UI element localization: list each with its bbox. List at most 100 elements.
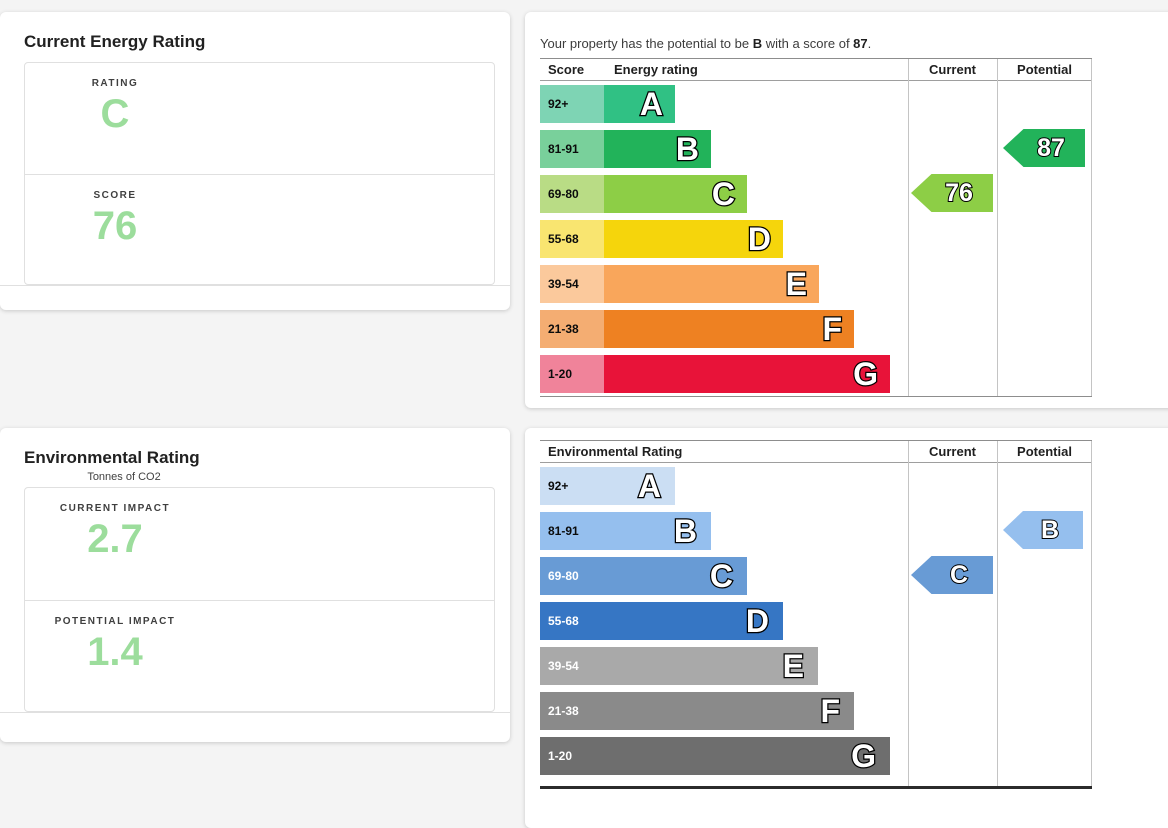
energy-band-letter: G — [852, 355, 879, 392]
env-band-range: 81-91 — [548, 523, 579, 538]
energy-band-bar: A — [604, 84, 675, 123]
energy-band-bar: G — [604, 354, 890, 393]
env-band-bar: 69-80 C — [540, 556, 747, 595]
energy-band-range: 55-68 — [540, 219, 604, 258]
env-band-letter: E — [781, 647, 805, 684]
energy-rating-chart-card: Your property has the potential to be B … — [525, 12, 1168, 408]
column-divider — [908, 441, 909, 786]
energy-band-range: 1-20 — [540, 354, 604, 393]
env-band-bar: 21-38 F — [540, 691, 854, 730]
potential-impact-label: POTENTIAL IMPACT — [54, 615, 176, 627]
energy-band-bar: E — [604, 264, 819, 303]
env-band-bar: 39-54 E — [540, 646, 818, 685]
score-section: SCORE 76 — [25, 173, 494, 285]
current-impact-label: CURRENT IMPACT — [59, 503, 171, 514]
energy-band-letter: F — [821, 310, 843, 347]
energy-rating-table: Score Energy rating Current Potential 92… — [540, 58, 1092, 397]
energy-band-letter: E — [784, 265, 808, 302]
environmental-rating-card: Environmental Rating Tonnes of CO2 CURRE… — [0, 428, 510, 742]
energy-band-range: 81-91 — [540, 129, 604, 168]
current-env-rating-value: C — [949, 560, 969, 590]
env-band-range: 1-20 — [548, 748, 573, 763]
rating-label: RATING — [91, 78, 139, 89]
env-band-range: 21-38 — [548, 703, 579, 718]
env-band-letter: B — [673, 512, 699, 549]
current-impact-section: CURRENT IMPACT 2.7 — [25, 488, 494, 600]
env-band-bar: 1-20 G — [540, 736, 890, 775]
energy-band-letter: C — [711, 175, 737, 212]
current-energy-rating-card: Current Energy Rating RATING C SCORE 76 — [0, 12, 510, 310]
column-divider — [1091, 59, 1092, 396]
env-band-row-f: 21-38 F — [540, 688, 1092, 733]
current-column-header: Current — [929, 62, 976, 77]
potential-env-rating-arrow: B — [1003, 511, 1083, 549]
energy-rating-column-header: Energy rating — [614, 62, 698, 77]
energy-card-title: Current Energy Rating — [24, 32, 206, 51]
env-band-row-a: 92+ A — [540, 463, 1092, 508]
energy-band-rows: 92+ A 81-91 B 69-80 C 55-68 D — [540, 81, 1092, 396]
env-band-letter: C — [709, 557, 735, 594]
energy-band-row-d: 55-68 D — [540, 216, 1092, 261]
energy-band-letter: A — [639, 85, 665, 122]
summary-suffix: . — [867, 36, 872, 51]
summary-prefix: Your property has the potential to be — [540, 36, 753, 51]
env-band-range: 69-80 — [548, 568, 579, 583]
env-band-letter: D — [745, 602, 771, 639]
rating-section: RATING C — [25, 63, 494, 174]
environmental-stat-box: CURRENT IMPACT 2.7 POTENTIAL IMPACT 1.4 — [24, 487, 495, 712]
energy-band-row-e: 39-54 E — [540, 261, 1092, 306]
env-band-row-b: 81-91 B — [540, 508, 1092, 553]
current-impact-value: 2.7 — [87, 517, 143, 561]
env-band-letter: A — [637, 467, 663, 504]
energy-band-letter: D — [747, 220, 773, 257]
environmental-rating-chart-card: Environmental Rating Current Potential 9… — [525, 428, 1168, 828]
score-label: SCORE — [93, 189, 137, 201]
potential-column-header: Potential — [1017, 62, 1072, 77]
card-footer-divider — [0, 712, 510, 713]
potential-score-arrow: 87 — [1003, 129, 1085, 167]
energy-band-range: 21-38 — [540, 309, 604, 348]
environmental-rating-table: Environmental Rating Current Potential 9… — [540, 440, 1092, 789]
env-band-range: 92+ — [548, 478, 569, 493]
current-score-value: 76 — [944, 178, 974, 208]
energy-band-bar: C — [604, 174, 747, 213]
potential-env-rating-value: B — [1040, 515, 1060, 545]
env-band-row-c: 69-80 C — [540, 553, 1092, 598]
column-divider — [1091, 441, 1092, 786]
energy-band-letter: B — [675, 130, 701, 167]
env-band-range: 55-68 — [548, 613, 579, 628]
energy-band-range: 69-80 — [540, 174, 604, 213]
energy-band-bar: B — [604, 129, 711, 168]
energy-band-row-a: 92+ A — [540, 81, 1092, 126]
energy-band-bar: D — [604, 219, 783, 258]
potential-column-header: Potential — [1017, 444, 1072, 459]
env-band-row-d: 55-68 D — [540, 598, 1092, 643]
energy-band-bar: F — [604, 309, 854, 348]
energy-band-row-c: 69-80 C — [540, 171, 1092, 216]
current-score-arrow: 76 — [911, 174, 993, 212]
environmental-band-rows: 92+ A 81-91 B 69-80 C 55-68 D — [540, 463, 1092, 778]
potential-impact-value: 1.4 — [87, 629, 143, 674]
energy-band-row-g: 1-20 G — [540, 351, 1092, 396]
env-band-letter: F — [819, 692, 841, 729]
environmental-card-title: Environmental Rating — [24, 448, 200, 467]
energy-stat-box: RATING C SCORE 76 — [24, 62, 495, 285]
env-band-row-e: 39-54 E — [540, 643, 1092, 688]
energy-table-header: Score Energy rating Current Potential — [540, 59, 1092, 81]
env-band-bar: 55-68 D — [540, 601, 783, 640]
env-band-bar: 92+ A — [540, 466, 675, 505]
column-divider — [997, 59, 998, 396]
potential-score-value: 87 — [1036, 133, 1066, 163]
env-band-range: 39-54 — [548, 658, 579, 673]
energy-band-range: 92+ — [540, 84, 604, 123]
summary-middle: with a score of — [762, 36, 854, 51]
environmental-card-subtitle: Tonnes of CO2 — [87, 471, 161, 483]
potential-summary-text: Your property has the potential to be B … — [540, 36, 1168, 51]
column-divider — [997, 441, 998, 786]
potential-impact-section: POTENTIAL IMPACT 1.4 — [25, 599, 494, 712]
environmental-rating-column-header: Environmental Rating — [548, 444, 683, 459]
env-band-row-g: 1-20 G — [540, 733, 1092, 778]
current-column-header: Current — [929, 444, 976, 459]
summary-potential-band: B — [752, 36, 763, 51]
env-band-bar: 81-91 B — [540, 511, 711, 550]
